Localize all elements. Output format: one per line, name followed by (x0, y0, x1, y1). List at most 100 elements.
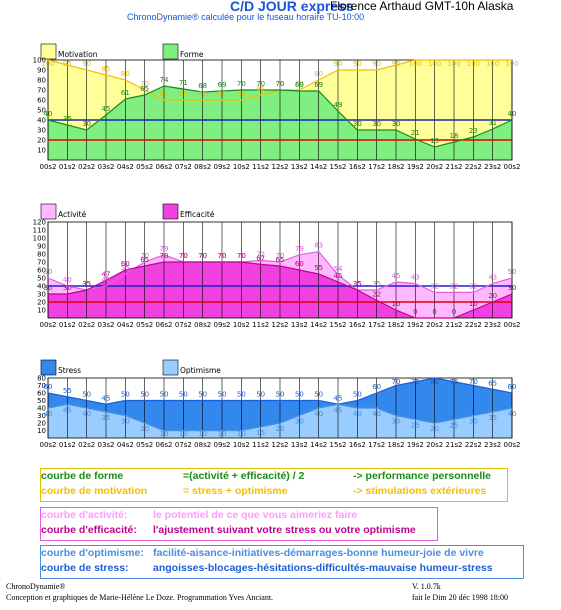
data-label: 100 (467, 60, 480, 68)
x-tick-label: 09s2 (213, 321, 230, 329)
x-tick-label: 15s2 (329, 163, 346, 171)
data-label: 43 (411, 274, 420, 282)
y-tick-label: 10 (37, 307, 46, 315)
legend-term-activite: courbe d'activité: (41, 509, 128, 521)
data-label: 68 (198, 82, 207, 90)
x-tick-label: 00s2 (39, 163, 56, 171)
data-label: 20 (276, 425, 285, 433)
legend-series-label: Stress (58, 366, 81, 375)
x-tick-label: 11s2 (252, 321, 269, 329)
legend-term-motivation: courbe de motivation (41, 485, 148, 497)
legend-term-stress: courbe de stress: (41, 562, 129, 574)
data-label: 30 (508, 284, 517, 292)
y-tick-label: 70 (37, 259, 46, 267)
data-label: 50 (160, 391, 169, 399)
footer-credits: Conception et graphiques de Marie-Hélène… (6, 593, 274, 602)
data-label: 40 (44, 410, 53, 418)
x-tick-label: 05s2 (136, 441, 153, 449)
legend-eq-forme: =(activité + efficacité) / 2 (183, 470, 305, 482)
data-label: 20 (430, 425, 439, 433)
data-label: 40 (372, 410, 381, 418)
x-tick-label: 13s2 (291, 441, 308, 449)
y-tick-label: 70 (37, 87, 46, 95)
x-tick-label: 02s2 (78, 441, 95, 449)
data-label: 70 (469, 378, 478, 386)
x-tick-label: 08s2 (194, 441, 211, 449)
data-label: 35 (488, 414, 497, 422)
data-label: 67 (256, 254, 265, 262)
x-tick-label: 11s2 (252, 163, 269, 171)
data-label: 30 (392, 418, 401, 426)
data-label: 95 (63, 60, 72, 68)
data-label: 79 (295, 245, 304, 253)
data-label: 61 (121, 89, 130, 97)
x-tick-label: 06s2 (155, 441, 172, 449)
data-label: 15 (256, 429, 265, 437)
data-label: 50 (140, 391, 149, 399)
data-label: 30 (372, 120, 381, 128)
data-label: 80 (121, 70, 130, 78)
x-tick-label: 22s2 (465, 441, 482, 449)
legend-desc-activite: le potentiel de ce que vous aimeriez fai… (153, 509, 358, 521)
data-label: 25 (411, 421, 420, 429)
y-tick-label: 90 (37, 243, 46, 251)
data-label: 30 (469, 418, 478, 426)
data-label: 10 (179, 430, 188, 438)
data-label: 30 (82, 120, 91, 128)
legend-box-1: courbe de forme =(activité + efficacité)… (40, 468, 508, 502)
x-tick-label: 15s2 (329, 321, 346, 329)
x-tick-label: 06s2 (155, 321, 172, 329)
legend-series-label: Forme (180, 50, 204, 59)
x-tick-label: 23s2 (484, 321, 501, 329)
x-tick-label: 04s2 (117, 321, 134, 329)
x-tick-label: 00s2 (39, 321, 56, 329)
y-tick-label: 10 (37, 427, 46, 435)
data-label: 95 (392, 60, 401, 68)
data-label: 35 (82, 280, 91, 288)
legend-desc-forme: -> performance personnelle (353, 470, 492, 482)
data-label: 70 (392, 378, 401, 386)
data-label: 40 (314, 410, 323, 418)
data-label: 65 (488, 379, 497, 387)
data-label: 35 (353, 280, 362, 288)
legend-desc-motivation: -> stimulations extérieures (353, 485, 487, 497)
legend-eq-motivation: = stress + optimisme (183, 485, 288, 497)
data-label: 65 (140, 256, 149, 264)
data-label: 50 (44, 268, 53, 276)
data-label: 65 (276, 256, 285, 264)
data-label: 50 (353, 391, 362, 399)
y-tick-label: 30 (37, 291, 46, 299)
data-label: 70 (276, 252, 285, 260)
chart-panel-2: Activité Efficacité1020304050607080901001… (33, 203, 521, 329)
y-tick-label: 80 (37, 251, 46, 259)
x-tick-label: 20s2 (426, 321, 443, 329)
page-title: C/D JOUR express (230, 0, 354, 14)
x-tick-label: 03s2 (97, 321, 114, 329)
data-label: 10 (237, 430, 246, 438)
data-label: 49 (334, 101, 343, 109)
x-tick-label: 23s2 (484, 163, 501, 171)
legend-row-motivation: courbe de motivation = stress + optimism… (41, 484, 507, 499)
data-label: 35 (63, 115, 72, 123)
data-label: 65 (256, 85, 265, 93)
data-label: 30 (44, 284, 53, 292)
data-label: 45 (334, 394, 343, 402)
y-tick-label: 50 (37, 275, 46, 283)
x-tick-label: 03s2 (97, 441, 114, 449)
data-label: 32 (430, 282, 439, 290)
y-tick-label: 50 (37, 397, 46, 405)
data-label: 50 (314, 391, 323, 399)
y-tick-label: 60 (37, 267, 46, 275)
legend-desc-efficacite: l'ajustement suivant votre stress ou vot… (153, 524, 416, 536)
legend-chip (40, 203, 57, 220)
x-tick-label: 00s2 (503, 441, 520, 449)
data-label: 55 (314, 264, 323, 272)
plot-frame (47, 221, 513, 319)
data-label: 35 (353, 280, 362, 288)
data-label: 40 (44, 110, 53, 118)
data-label: 45 (102, 394, 111, 402)
data-label: 22 (372, 290, 381, 298)
data-label: 72 (256, 250, 265, 258)
data-label: 31 (488, 119, 497, 127)
x-tick-label: 22s2 (465, 321, 482, 329)
